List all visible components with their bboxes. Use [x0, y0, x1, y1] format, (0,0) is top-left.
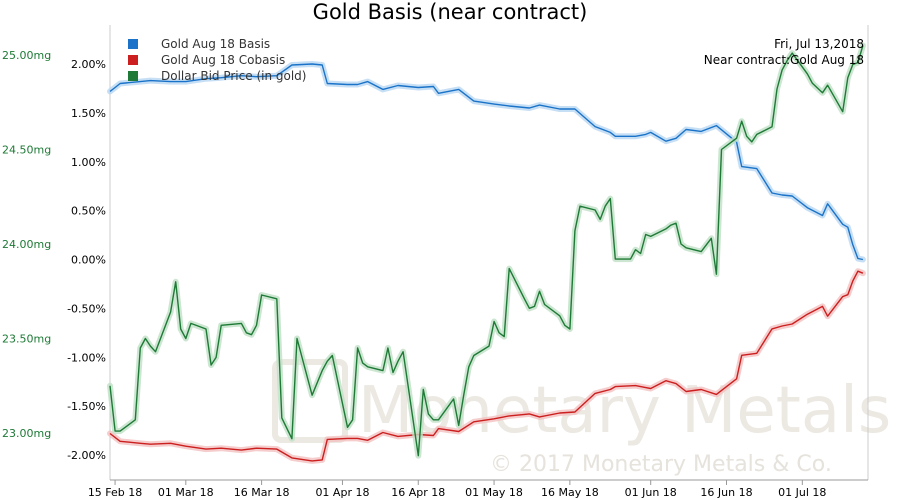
legend-label-cobasis: Gold Aug 18 Cobasis	[161, 53, 285, 67]
info-contract: Near contract:Gold Aug 18	[704, 53, 864, 67]
info-date: Fri, Jul 13,2018	[774, 37, 864, 51]
left-axis: 23.00mg 23.50mg 24.00mg 24.50mg 25.00mg	[2, 49, 51, 440]
right-axis-tick-label: 0.00%	[71, 254, 106, 267]
right-axis-tick-label: 2.00%	[71, 58, 106, 71]
x-axis-tick-label: 01 Jul 18	[778, 486, 826, 499]
series-line	[109, 63, 864, 261]
watermark-copyright: © 2017 Monetary Metals & Co.	[490, 452, 832, 477]
legend-label-dollar-bid: Dollar Bid Price (in gold)	[161, 69, 306, 83]
legend: Gold Aug 18 Basis Gold Aug 18 Cobasis Do…	[128, 37, 306, 83]
right-axis-tick-label: -0.50%	[67, 302, 106, 315]
left-axis-tick-label: 23.50mg	[2, 333, 51, 346]
watermark: Monetary Metals © 2017 Monetary Metals &…	[272, 359, 891, 477]
right-axis-tick-label: -1.00%	[67, 351, 106, 364]
series-line	[109, 45, 864, 457]
x-axis-tick-label: 16 Apr 18	[391, 486, 445, 499]
right-axis: -2.00% -1.50% -1.00% -0.50% 0.00% 0.50% 1.00% 1…	[67, 58, 106, 462]
series-line	[109, 270, 864, 462]
x-axis-tick-label: 01 May 18	[465, 486, 523, 499]
x-axis-tick-label: 01 Jun 18	[625, 486, 677, 499]
legend-item-dollar-bid[interactable]: Dollar Bid Price (in gold)	[128, 69, 306, 83]
series-0	[107, 61, 866, 263]
x-axis-tick-label: 16 Jun 18	[700, 486, 752, 499]
legend-swatch-dollar-bid	[128, 71, 138, 81]
chart-title: Gold Basis (near contract)	[313, 0, 588, 24]
series-layer	[107, 42, 866, 464]
right-axis-tick-label: 0.50%	[71, 205, 106, 218]
left-axis-tick-label: 24.50mg	[2, 144, 51, 157]
left-axis-tick-label: 25.00mg	[2, 49, 51, 62]
legend-item-basis[interactable]: Gold Aug 18 Basis	[128, 37, 270, 51]
right-axis-tick-label: 1.00%	[71, 156, 106, 169]
right-axis-tick-label: -1.50%	[67, 400, 106, 413]
x-axis-tick-label: 01 Mar 18	[158, 486, 214, 499]
right-axis-tick-label: -2.00%	[67, 449, 106, 462]
right-axis-tick-label: 1.50%	[71, 107, 106, 120]
x-axis-tick-label: 16 May 18	[541, 486, 599, 499]
left-axis-tick-label: 23.00mg	[2, 427, 51, 440]
left-axis-tick-label: 24.00mg	[2, 238, 51, 251]
series-glow	[107, 61, 866, 263]
x-axis-tick-label: 01 Apr 18	[315, 486, 369, 499]
x-axis-tick-label: 16 Mar 18	[234, 486, 290, 499]
legend-item-cobasis[interactable]: Gold Aug 18 Cobasis	[128, 53, 285, 67]
series-2	[107, 42, 866, 459]
series-1	[107, 268, 866, 464]
watermark-logo-mark	[272, 359, 348, 443]
legend-label-basis: Gold Aug 18 Basis	[161, 37, 270, 51]
legend-swatch-cobasis	[128, 55, 138, 65]
legend-swatch-basis	[128, 39, 138, 49]
x-axis-tick-label: 15 Feb 18	[88, 486, 142, 499]
x-axis: 15 Feb 18 01 Mar 18 16 Mar 18 01 Apr 18 16 A…	[88, 480, 826, 499]
